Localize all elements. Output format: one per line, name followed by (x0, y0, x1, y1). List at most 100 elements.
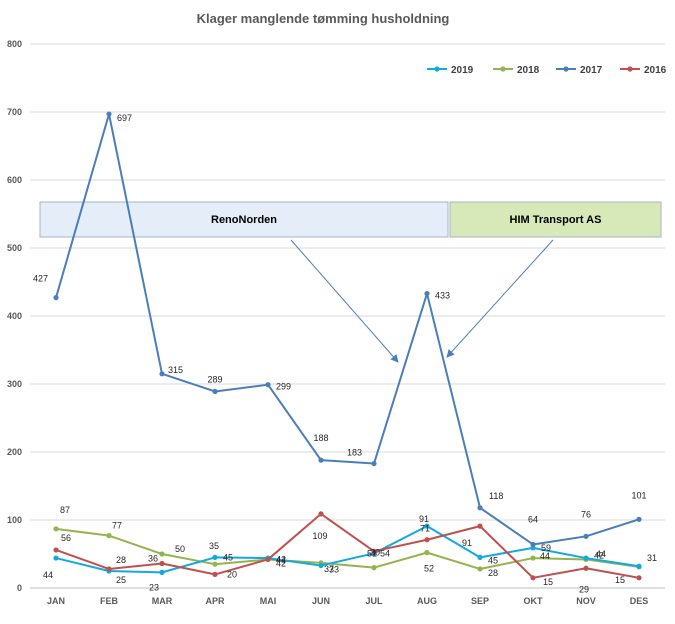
data-label-2019: 33 (329, 565, 339, 575)
data-label-2018: 31 (647, 553, 657, 563)
data-label-2017: 101 (631, 490, 646, 500)
series-line-2016 (55, 512, 640, 579)
data-point-2016 (371, 548, 377, 554)
data-label-2017: 433 (435, 291, 450, 301)
data-label-2019: 44 (596, 549, 606, 559)
y-tick-label: 800 (7, 39, 22, 49)
data-point-2016 (106, 566, 112, 572)
data-label-2017: 64 (528, 514, 538, 524)
data-label-2016: 91 (462, 538, 472, 548)
x-tick-label: SEP (471, 596, 489, 606)
data-point-2018 (212, 561, 218, 567)
data-label-2017: 118 (489, 491, 503, 501)
data-point-2016 (53, 547, 59, 553)
x-tick-label: AUG (417, 596, 437, 606)
data-point-2017 (265, 382, 271, 388)
data-point-2017 (636, 516, 642, 522)
data-label-2018: 35 (209, 541, 219, 551)
data-point-2016 (212, 571, 218, 578)
y-tick-label: 0 (17, 583, 22, 593)
data-point-2019 (424, 523, 430, 529)
data-point-2017 (530, 541, 536, 548)
data-label-2018: 50 (175, 544, 185, 554)
data-point-2018 (477, 566, 483, 572)
legend: 2019 2018 2017 2016 (427, 65, 667, 76)
data-label-2017: 289 (207, 374, 222, 384)
y-tick-label: 300 (7, 379, 22, 389)
data-point-2017 (318, 457, 324, 463)
data-label-2018: 44 (540, 551, 550, 561)
legend-label: 2016 (644, 65, 667, 76)
data-point-2016 (424, 537, 430, 543)
x-tick-label: NOV (576, 596, 596, 606)
data-label-2017: 188 (313, 433, 328, 443)
annotation-boxes: RenoNorden HIM Transport AS (39, 201, 662, 363)
data-point-2018 (159, 551, 165, 557)
data-label-2018: 87 (60, 505, 70, 515)
data-label-2016: 109 (312, 531, 327, 541)
data-point-2017 (53, 295, 59, 301)
data-label-2019: 91 (419, 514, 429, 524)
x-tick-label: MAI (260, 596, 277, 606)
x-tick-label: FEB (100, 596, 119, 606)
data-label-2019: 51 (367, 548, 377, 558)
grid (30, 43, 665, 589)
legend-marker (563, 66, 569, 72)
data-label-2016: 36 (148, 554, 158, 564)
annotation-box (39, 201, 449, 238)
x-tick-label: JUL (365, 596, 383, 606)
y-tick-label: 200 (7, 447, 22, 457)
data-point-2016 (265, 556, 271, 563)
annotation-text: HIM Transport AS (510, 214, 602, 226)
series-line-2018 (55, 527, 640, 570)
data-point-2017 (371, 460, 377, 467)
legend-label: 2018 (517, 65, 540, 76)
annotation-text: RenoNorden (211, 214, 277, 226)
data-label-2017: 427 (33, 274, 48, 284)
data-label-2018: 42 (276, 554, 286, 564)
data-point-2019 (212, 554, 218, 561)
legend-marker (627, 66, 633, 72)
data-point-2017 (424, 290, 430, 297)
data-label-2016: 20 (227, 569, 237, 579)
data-label-2016: 42 (276, 558, 286, 568)
y-tick-label: 400 (7, 311, 22, 321)
data-label-2016: 28 (116, 555, 126, 565)
data-label-2017: 183 (347, 448, 362, 458)
data-point-2016 (530, 575, 536, 581)
y-tick-label: 600 (7, 175, 22, 185)
x-tick-label: JUN (312, 596, 330, 606)
data-label-2016: 29 (579, 584, 589, 594)
y-tick-label: 500 (7, 243, 22, 253)
x-tick-label: DES (630, 596, 649, 606)
legend-label: 2019 (451, 65, 474, 76)
legend-label: 2017 (580, 65, 603, 76)
data-point-2016 (159, 560, 165, 567)
data-point-2018 (530, 555, 536, 561)
data-point-2018 (371, 565, 377, 571)
data-label-2016: 15 (543, 577, 553, 587)
data-label-2017: 299 (276, 382, 291, 392)
annotation-arrow (446, 239, 554, 358)
data-label-2017: 697 (117, 113, 132, 123)
annotation-box (449, 201, 662, 238)
chart-title: Klager manglende tømming husholdning (197, 11, 450, 26)
x-tick-label: MAR (152, 596, 173, 606)
data-point-2017 (159, 371, 165, 377)
data-label-2016: 56 (61, 533, 71, 543)
annotation-arrow (290, 239, 399, 363)
y-axis: 0 100 200 300 400 500 600 700 800 (7, 39, 22, 593)
data-label-2019: 45 (223, 552, 233, 562)
data-label-2019: 44 (43, 570, 53, 580)
data-label-2016: 71 (420, 524, 430, 534)
data-point-2017 (212, 388, 218, 395)
x-tick-label: APR (205, 596, 225, 606)
data-label-2018: 28 (488, 568, 498, 578)
data-point-2016 (477, 523, 483, 529)
data-label-2018: 37 (324, 564, 334, 574)
series-line-2019 (55, 525, 640, 574)
data-point-2019 (53, 555, 59, 561)
data-label-2019: 45 (488, 555, 498, 565)
